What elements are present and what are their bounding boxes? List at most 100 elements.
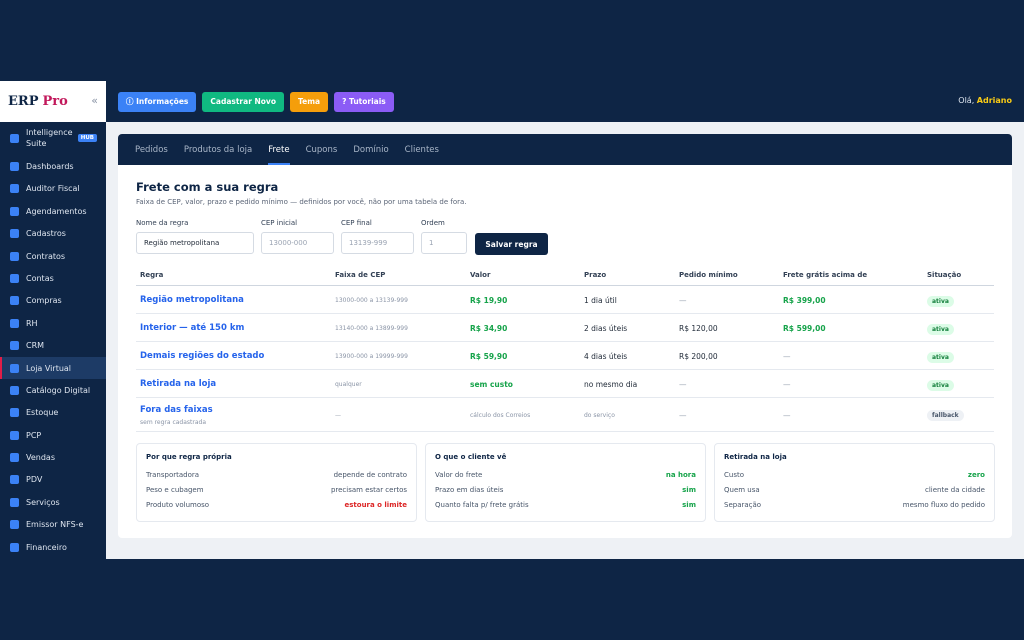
col-header-term[interactable]: Prazo [584,271,607,279]
rule-name[interactable]: Fora das faixas [140,405,213,415]
tab-clientes[interactable]: Clientes [404,144,439,155]
box-title: Por que regra própria [146,453,232,461]
sidebar-item-pdv[interactable]: PDV [0,472,106,486]
col-header-value[interactable]: Valor [470,271,491,279]
sidebar-item-contratos[interactable]: Contratos [0,249,106,263]
free-shipping-threshold: — [783,411,791,420]
table-header-divider [136,285,994,286]
order-input[interactable]: 1 [421,232,467,254]
tab-pedidos[interactable]: Pedidos [135,144,168,155]
col-header-cep-range[interactable]: Faixa de CEP [335,271,386,279]
status-badge: ativa [927,296,954,307]
sidebar-item-label: Catálogo Digital [26,385,91,395]
tab-dominio[interactable]: Domínio [353,144,389,155]
sidebar-item-contas[interactable]: Contas [0,271,106,285]
sidebar-item-label: Contratos [26,251,66,261]
cep-range: 13140-000 a 13899-999 [335,325,408,332]
delivery-term: no mesmo dia [584,380,638,389]
col-header-min-order[interactable]: Pedido mínimo [679,271,738,279]
sidebar-item-dashboards[interactable]: Dashboards [0,159,106,173]
module-icon [10,251,19,261]
sidebar-item-emissor-nfse[interactable]: Emissor NFS-e [0,517,106,531]
status-badge: fallback [927,410,964,421]
col-header-rule[interactable]: Regra [140,271,164,279]
module-icon [10,340,19,350]
rule-name[interactable]: Demais regiões do estado [140,351,265,361]
sidebar-item-crm[interactable]: CRM [0,338,106,352]
box-row-value: depende de contrato [333,471,407,479]
box-row-value: cliente da cidade [925,486,985,494]
shipping-value: cálculo dos Correios [470,412,531,419]
box-row-label: Transportadora [146,471,200,479]
box-row-label: Separação [724,501,762,509]
module-icon [10,542,19,552]
delivery-term: 4 dias úteis [584,352,628,361]
rule-name-input[interactable]: Região metropolitana [136,232,254,254]
shipping-value: R$ 19,90 [470,296,508,305]
collapse-icon[interactable]: « [91,94,98,107]
sidebar-item-label: CRM [26,340,45,350]
sidebar-item-loja-virtual[interactable]: Loja Virtual [0,357,106,379]
min-order: R$ 200,00 [679,352,718,361]
info-button[interactable]: ⓘ Informações [118,91,197,112]
sidebar-item-pcp[interactable]: PCP [0,428,106,442]
rule-name[interactable]: Retirada na loja [140,379,217,389]
box-row-label: Quanto falta p/ frete grátis [435,501,529,509]
module-icon [10,318,19,328]
sidebar-item-label: Cadastros [26,228,66,238]
status-badge: ativa [927,352,954,363]
module-icon [10,497,19,507]
tutorials-button[interactable]: ? Tutoriais [334,91,394,112]
sidebar-item-label: Dashboards [26,161,74,171]
col-header-free-shipping[interactable]: Frete grátis acima de [783,271,868,279]
row-divider [136,369,994,370]
info-box-why-own-rule: Por que regra própria Transportadora dep… [136,443,417,522]
save-rule-button[interactable]: Salvar regra [475,233,548,255]
sidebar-item-estoque[interactable]: Estoque [0,405,106,419]
box-row-value: precisam estar certos [330,486,407,494]
sidebar-item-vendas[interactable]: Vendas [0,450,106,464]
sidebar-item-auditor-fiscal[interactable]: Auditor Fiscal [0,181,106,195]
row-divider [136,313,994,314]
rule-name[interactable]: Região metropolitana [140,295,244,305]
user-greeting: Olá, Adriano [958,96,1012,105]
sidebar-item-label: Compras [26,295,62,305]
rule-name[interactable]: Interior — até 150 km [140,323,245,333]
sidebar-item-compras[interactable]: Compras [0,293,106,307]
cep-start-input[interactable]: 13000-000 [261,232,334,254]
cep-range: qualquer [335,381,362,388]
box-row-label: Peso e cubagem [146,486,204,494]
tab-frete[interactable]: Frete [268,134,290,165]
sidebar-item-financeiro[interactable]: Financeiro [0,540,106,554]
sidebar-item-agendamentos[interactable]: Agendamentos [0,204,106,218]
col-header-status[interactable]: Situação [927,271,962,279]
add-new-button[interactable]: Cadastrar Novo [202,91,284,112]
sidebar-item-catalogo-digital[interactable]: Catálogo Digital [0,383,106,397]
user-name[interactable]: Adriano [976,96,1012,105]
tab-produtos[interactable]: Produtos da loja [183,144,253,155]
box-row-label: Quem usa [724,486,760,494]
module-icon [10,452,19,462]
theme-button[interactable]: Tema [289,91,329,112]
sidebar-item-label: Loja Virtual [26,363,72,373]
tab-cupons[interactable]: Cupons [305,144,338,155]
sidebar-item-rh[interactable]: RH [0,316,106,330]
module-icon [10,295,19,305]
sidebar-item-label: RH [26,318,38,328]
sidebar-item-label: Emissor NFS-e [26,519,84,529]
free-shipping-threshold: — [783,380,791,389]
box-title: O que o cliente vê [435,453,507,461]
module-icon [10,363,19,373]
sidebar-item-label: Serviços [26,497,60,507]
module-icon [10,133,19,143]
sidebar-item-label: Financeiro [26,542,67,552]
cep-end-input[interactable]: 13139-999 [341,232,414,254]
rule-name-label: Nome da regra [136,219,189,227]
shipping-value: R$ 34,90 [470,324,508,333]
sidebar-item-servicos[interactable]: Serviços [0,495,106,509]
brand-accent: Pro [42,94,68,109]
sidebar-item-cadastros[interactable]: Cadastros [0,226,106,240]
brand-logo[interactable]: ERP Pro « [0,81,106,122]
cep-range: — [335,412,341,419]
sidebar-item-intelligence-suite[interactable]: Intelligence Suite HUB [0,126,106,150]
